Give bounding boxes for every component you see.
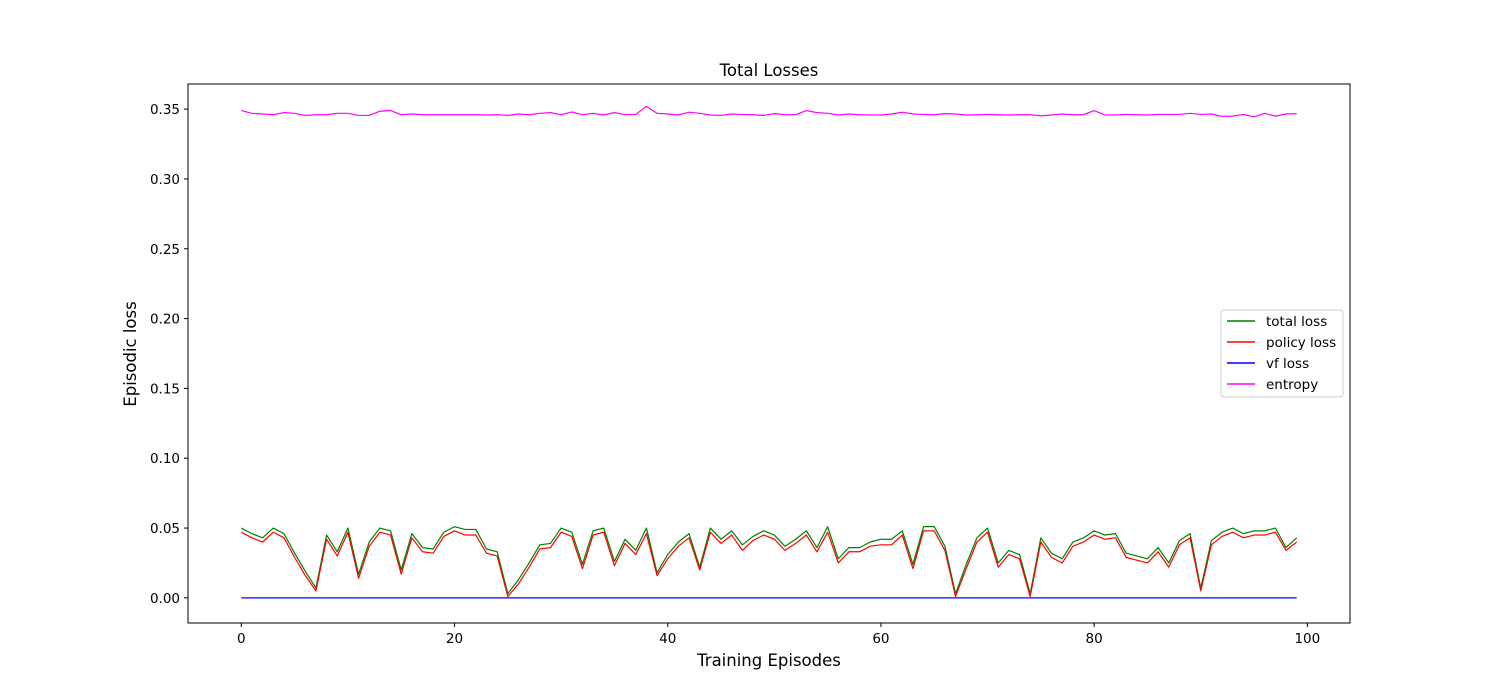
x-tick-label: 60 [872,631,889,647]
y-tick-label: 0.35 [150,102,180,118]
x-axis: 0 20 40 60 80 100 [237,623,1320,647]
y-tick-label: 0.10 [150,451,180,467]
y-tick-label: 0.15 [150,381,180,397]
y-tick-label: 0.20 [150,312,180,328]
series-line-policy-loss [241,530,1298,598]
plot-area [241,105,1298,599]
legend-label: entropy [1266,377,1318,393]
legend-label: vf loss [1266,356,1309,372]
y-tick-label: 0.00 [150,591,180,607]
y-tick-label: 0.05 [150,521,180,537]
x-tick-label: 20 [446,631,463,647]
x-tick-label: 80 [1086,631,1103,647]
chart-title: Total Losses [719,61,819,80]
x-tick-label: 40 [659,631,676,647]
y-tick-label: 0.30 [150,172,180,188]
x-tick-label: 100 [1294,631,1320,647]
plot-frame [187,83,1351,624]
legend-label: policy loss [1266,335,1336,351]
y-axis-label: Episodic loss [121,301,140,406]
series-line-entropy [241,105,1297,118]
x-tick-label: 0 [237,631,246,647]
y-axis: 0.00 0.05 0.10 0.15 0.20 0.25 0.30 0.35 [150,102,188,607]
legend-label: total loss [1266,314,1327,330]
series-line-total-loss [241,526,1298,595]
legend: total loss policy loss vf loss entropy [1220,309,1344,398]
x-axis-label: Training Episodes [696,651,841,670]
legend-box [1220,309,1344,398]
y-tick-label: 0.25 [150,242,180,258]
